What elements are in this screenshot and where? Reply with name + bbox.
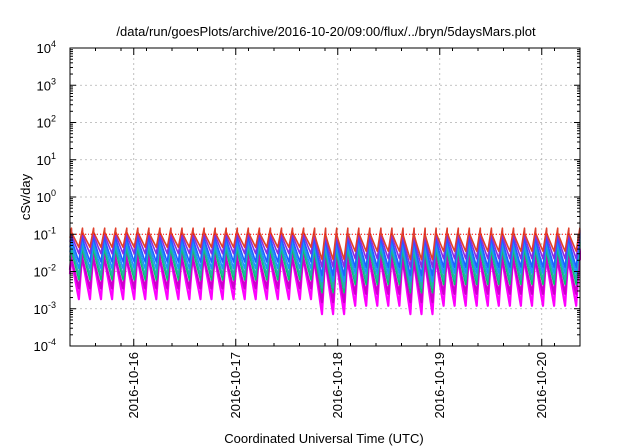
- y-tick-label: 102: [37, 114, 56, 131]
- series-layer: [68, 227, 581, 316]
- series-line: [69, 227, 581, 261]
- y-tick-label: 101: [37, 151, 56, 168]
- x-tick-label: 2016-10-20: [534, 352, 549, 419]
- y-tick-label: 104: [37, 39, 56, 56]
- y-tick-label: 10-1: [34, 225, 56, 242]
- x-axis-label: Coordinated Universal Time (UTC): [224, 431, 423, 446]
- y-tick-label: 10-4: [34, 337, 56, 354]
- y-axis: 10-4 10-3 10-2 10-1 100 101 102 103 104: [34, 39, 580, 354]
- chart-title: /data/run/goesPlots/archive/2016-10-20/0…: [116, 24, 536, 39]
- y-axis-label: cSv/day: [18, 173, 33, 220]
- x-tick-label: 2016-10-16: [126, 352, 141, 419]
- y-tick-label: 100: [37, 188, 56, 205]
- x-tick-label: 2016-10-18: [330, 352, 345, 419]
- x-axis: 2016-10-16 2016-10-17 2016-10-18 2016-10-19…: [69, 48, 581, 419]
- y-tick-label: 10-3: [34, 300, 56, 317]
- y-tick-label: 103: [37, 76, 56, 93]
- grid: [70, 48, 580, 346]
- y-tick-label: 10-2: [34, 263, 56, 280]
- x-tick-label: 2016-10-19: [432, 352, 447, 419]
- x-tick-label: 2016-10-17: [228, 352, 243, 419]
